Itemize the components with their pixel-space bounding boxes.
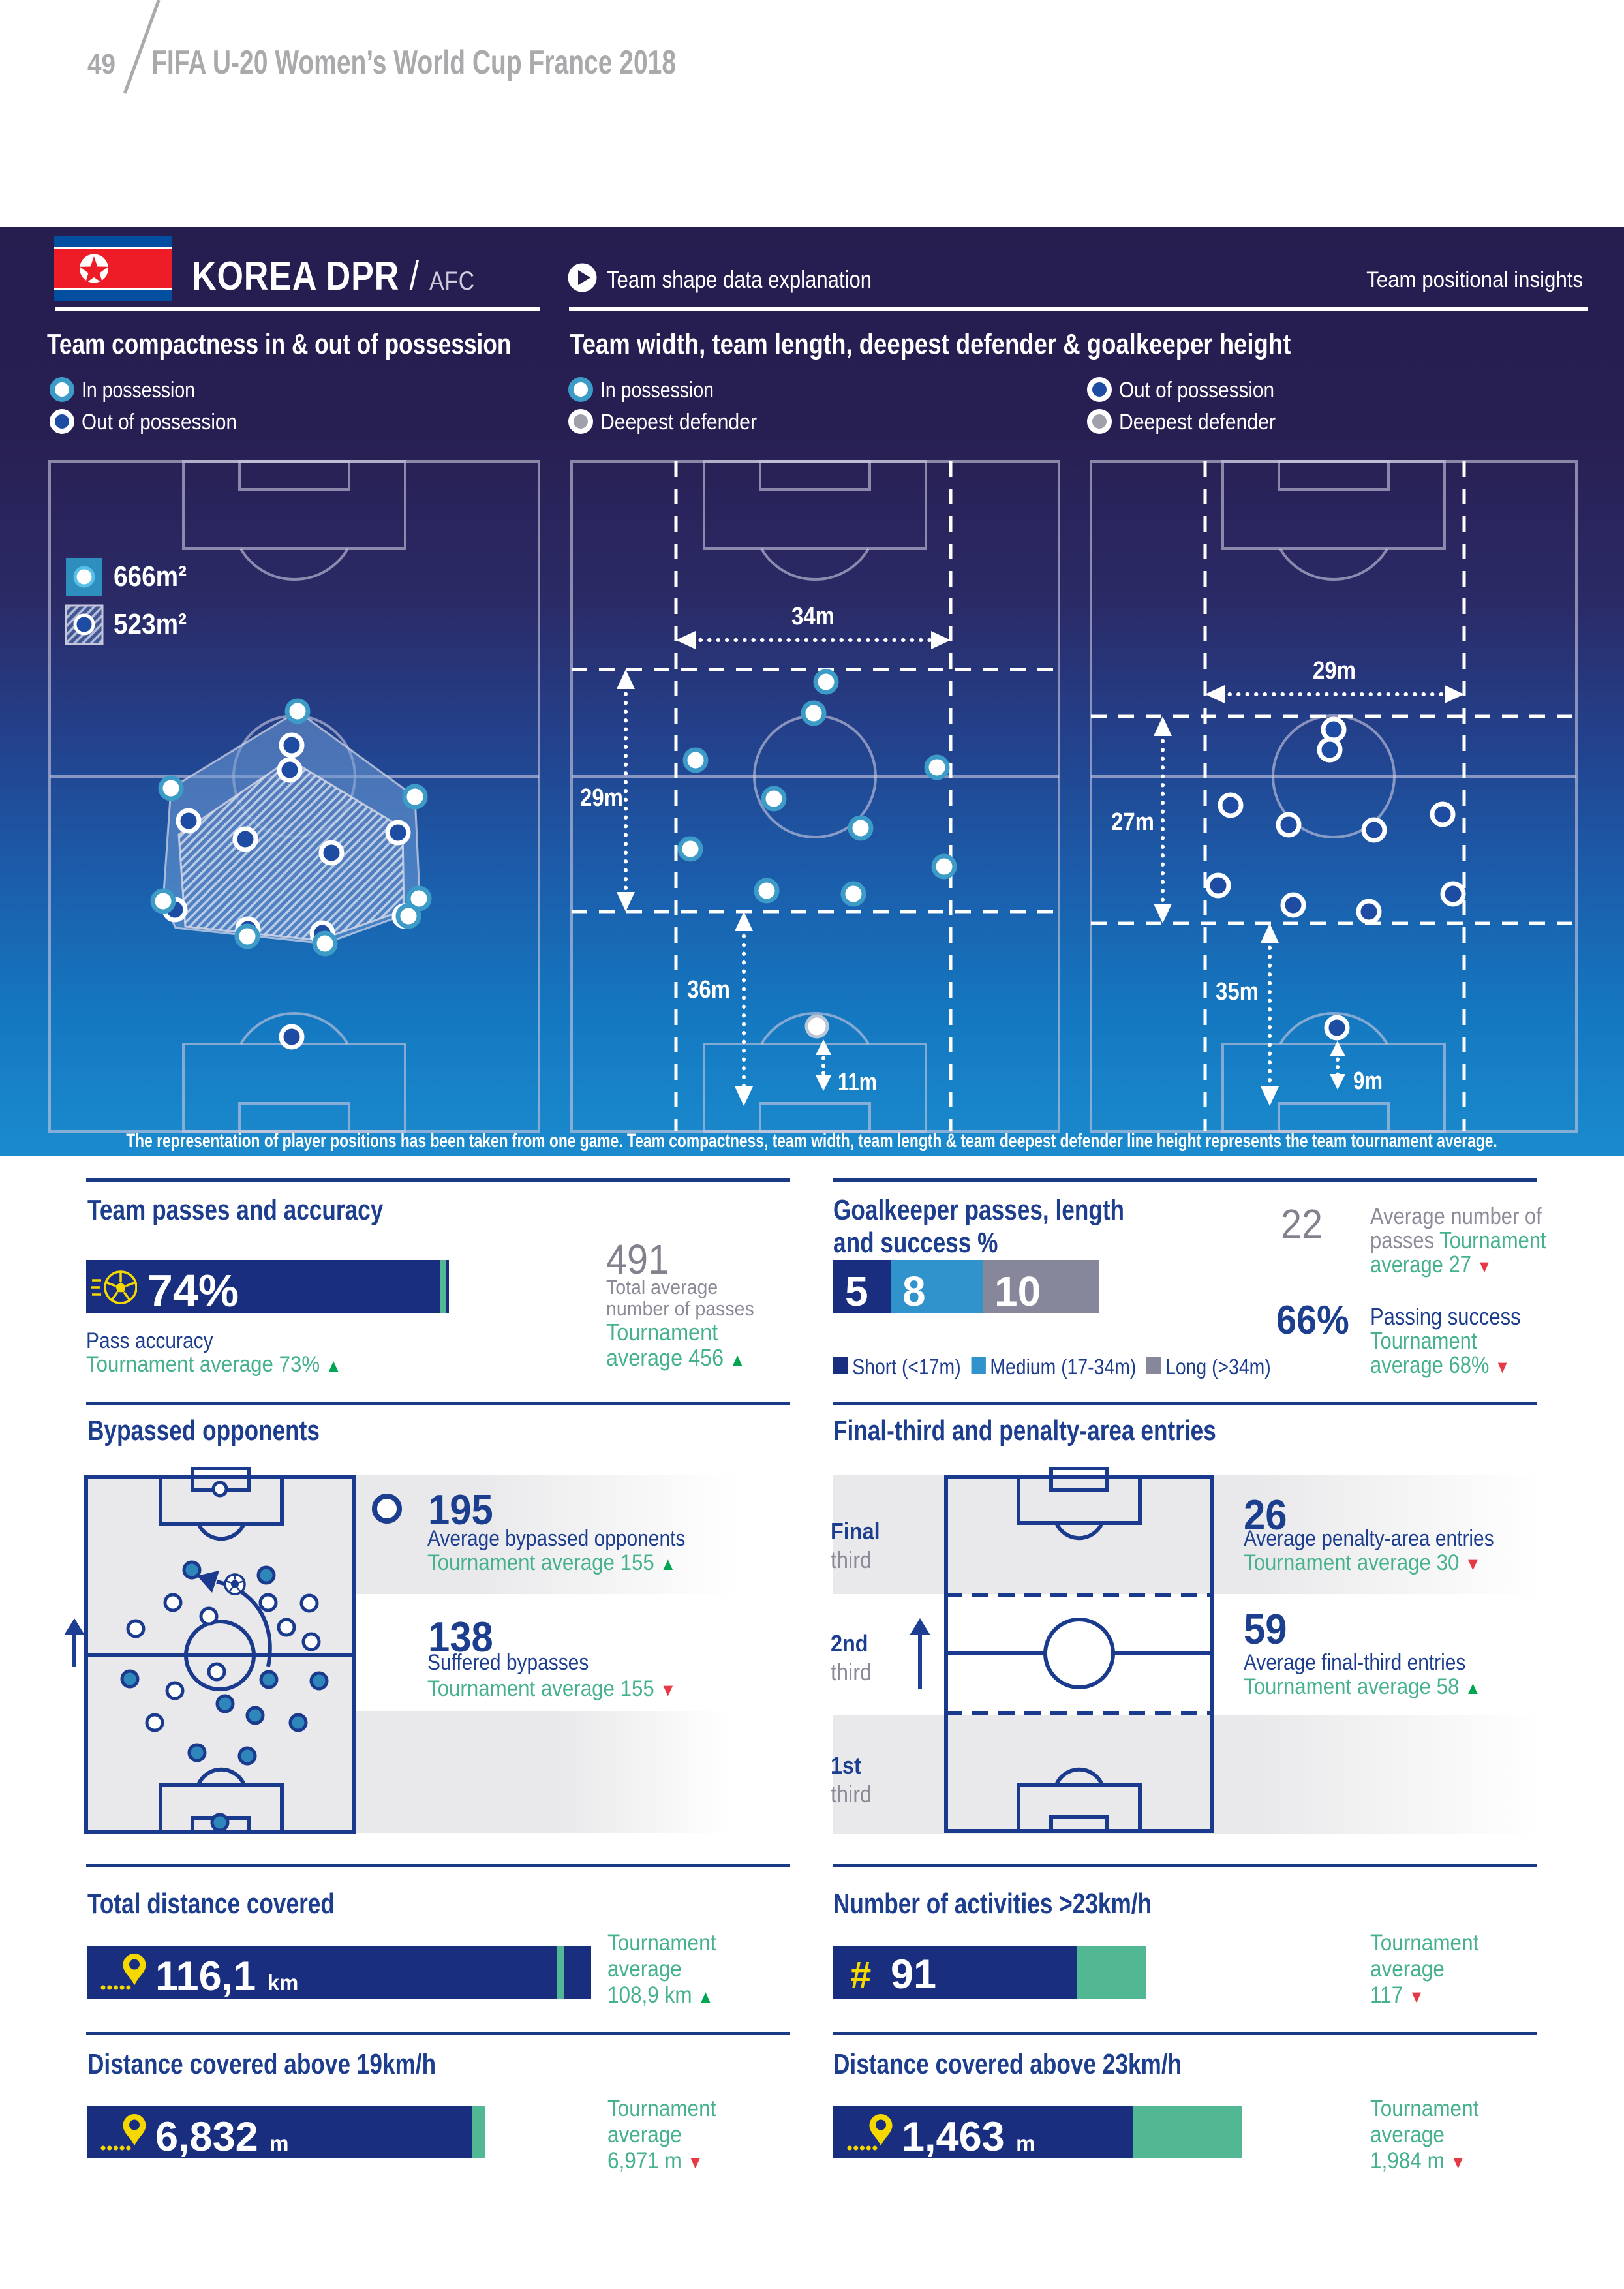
svg-text:29m: 29m: [1313, 657, 1356, 684]
svg-text:In possession: In possession: [600, 378, 714, 403]
svg-text:In possession: In possession: [82, 378, 195, 403]
svg-text:29m: 29m: [580, 784, 623, 812]
svg-text:27m: 27m: [1111, 808, 1154, 836]
svg-text:523m²: 523m²: [114, 608, 187, 640]
svg-text:666m²: 666m²: [114, 561, 187, 592]
svg-text:34m: 34m: [791, 603, 835, 630]
svg-text:Deepest defender: Deepest defender: [1119, 410, 1276, 435]
svg-text:35m: 35m: [1216, 978, 1259, 1006]
svg-text:Out of possession: Out of possession: [82, 410, 237, 435]
svg-text:36m: 36m: [687, 976, 730, 1004]
svg-text:9m: 9m: [1353, 1068, 1383, 1095]
svg-text:Deepest defender: Deepest defender: [600, 410, 757, 435]
svg-text:11m: 11m: [838, 1069, 877, 1096]
svg-text:Out of possession: Out of possession: [1119, 378, 1274, 403]
